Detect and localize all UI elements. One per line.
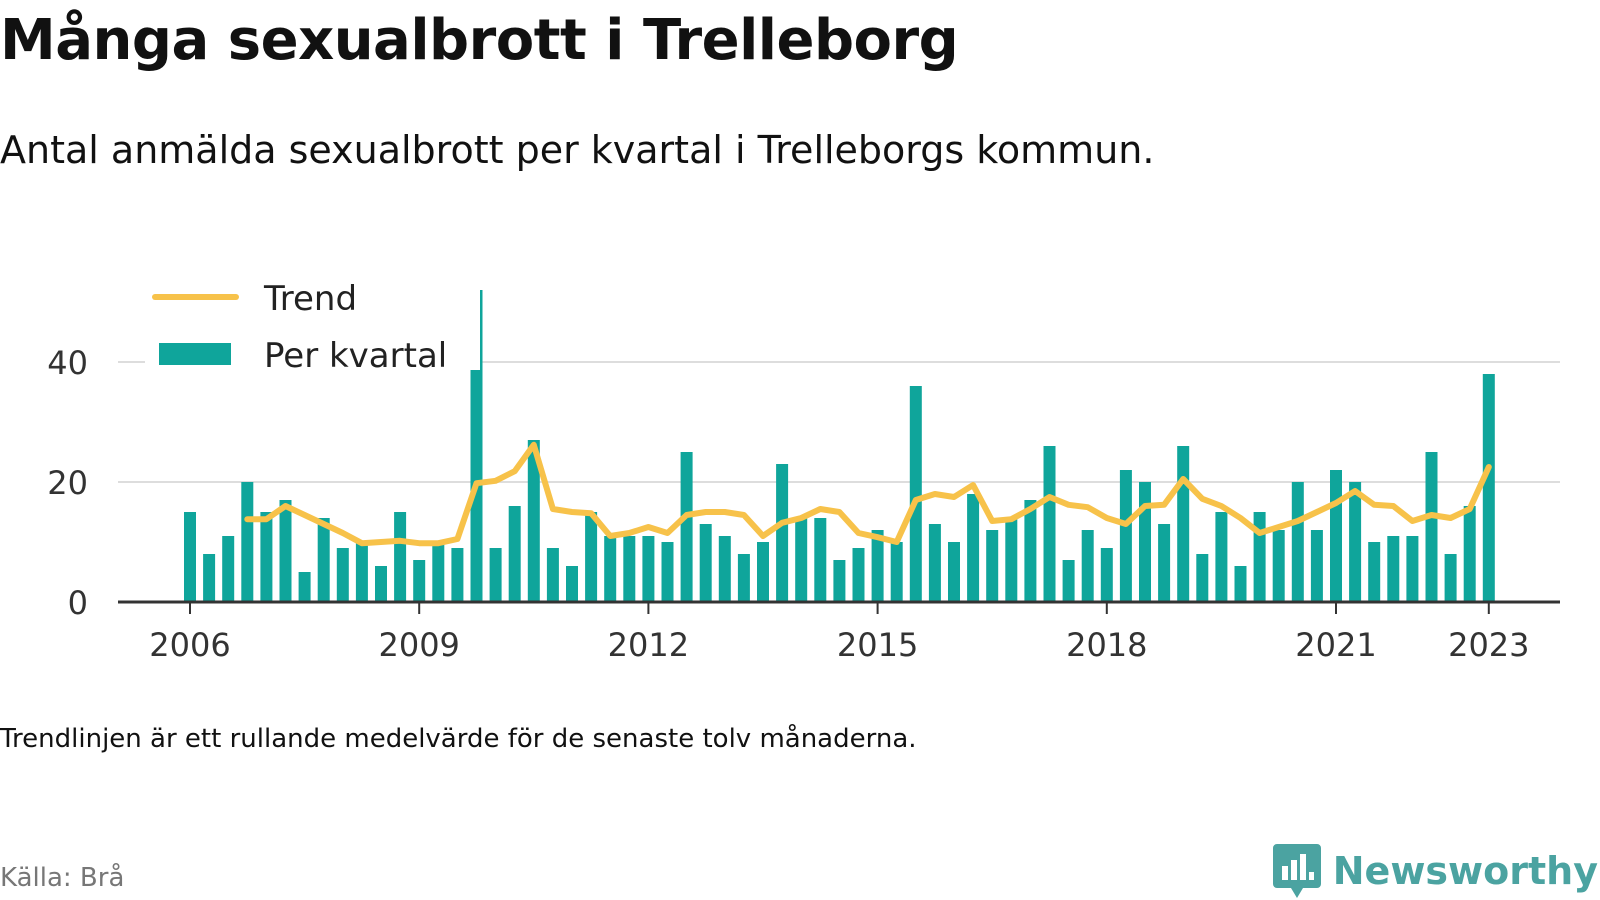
bar [871, 530, 884, 602]
trend-line [244, 441, 1492, 547]
y-axis: 0 20 40 [47, 344, 88, 622]
bar [1482, 374, 1495, 602]
bar [1196, 554, 1209, 602]
bar [222, 536, 235, 602]
bar [1406, 536, 1419, 602]
bar [184, 512, 196, 602]
legend-bars-swatch [159, 343, 231, 365]
bar [241, 482, 254, 602]
brand-name: Newsworthy [1332, 849, 1598, 893]
bar [413, 560, 426, 602]
gridlines [118, 361, 1560, 483]
bar [1158, 524, 1171, 602]
brand-logo: Newsworthy [1271, 842, 1598, 900]
bar [642, 536, 655, 602]
bar [1062, 560, 1075, 602]
bar [1368, 542, 1381, 602]
bar [699, 524, 712, 602]
bar [1024, 500, 1037, 602]
bar [1177, 446, 1190, 602]
x-tick-label: 2009 [378, 626, 459, 664]
bar [585, 512, 598, 602]
bar [909, 386, 922, 602]
bar [432, 542, 445, 602]
bar [1215, 512, 1228, 602]
bar [795, 518, 808, 602]
bar [355, 542, 368, 602]
x-tick-label: 2021 [1295, 626, 1376, 664]
bar [890, 542, 903, 602]
bar [1444, 554, 1457, 602]
y-tick-label: 0 [68, 584, 88, 622]
bar [1119, 470, 1132, 602]
bar-series [184, 290, 1495, 602]
bar [489, 548, 502, 602]
bar [737, 554, 750, 602]
bar [394, 512, 407, 602]
bar [1100, 548, 1113, 602]
bar [967, 494, 980, 602]
bar [1234, 566, 1247, 602]
x-axis: 2006 2009 2012 2015 2018 2021 2023 [149, 602, 1530, 664]
bar [1291, 482, 1304, 602]
y-tick-label: 20 [47, 464, 88, 502]
bar [566, 566, 578, 602]
bar [1425, 452, 1438, 602]
bar [1043, 446, 1056, 602]
bar [986, 530, 999, 602]
x-tick-label: 2006 [149, 626, 230, 664]
bar [451, 548, 464, 602]
bar [508, 506, 521, 602]
bar [623, 536, 636, 602]
chart-title: Många sexualbrott i Trelleborg [0, 8, 959, 73]
x-tick-label: 2023 [1448, 626, 1529, 664]
bar [948, 542, 960, 602]
bar [336, 548, 349, 602]
footnote: Trendlinjen är ett rullande medelvärde f… [0, 724, 917, 754]
chart-subtitle: Antal anmälda sexualbrott per kvartal i … [0, 128, 1155, 172]
bar [375, 566, 387, 602]
bar [546, 548, 559, 602]
bar [1387, 536, 1400, 602]
bar [1330, 470, 1342, 602]
bar [680, 452, 693, 602]
bar [1349, 482, 1362, 602]
bar [1139, 482, 1151, 602]
bar [203, 554, 216, 602]
bar [527, 440, 540, 602]
source-label: Källa: Brå [0, 863, 125, 893]
x-tick-label: 2015 [837, 626, 918, 664]
bar [833, 560, 846, 602]
bar [814, 518, 827, 602]
bar [661, 542, 674, 602]
y-tick-label: 40 [47, 344, 88, 382]
bar [852, 548, 865, 602]
x-tick-label: 2018 [1066, 626, 1147, 664]
bar [776, 464, 789, 602]
newsworthy-icon [1272, 844, 1321, 898]
bar [298, 572, 311, 602]
legend-bars-label: Per kvartal [264, 336, 447, 376]
bar [1005, 518, 1018, 602]
x-tick-label: 2012 [608, 626, 689, 664]
bar [1272, 530, 1285, 602]
bar [260, 512, 273, 602]
bar [604, 536, 617, 602]
bar [1081, 530, 1094, 602]
bar [279, 500, 292, 602]
bar [757, 542, 769, 602]
bar [1310, 530, 1323, 602]
legend: Trend Per kvartal [145, 230, 480, 376]
legend-trend-label: Trend [263, 279, 357, 319]
bar [928, 524, 941, 602]
bar [718, 536, 731, 602]
bar [317, 518, 330, 602]
bar [1463, 506, 1476, 602]
bar [1253, 512, 1266, 602]
